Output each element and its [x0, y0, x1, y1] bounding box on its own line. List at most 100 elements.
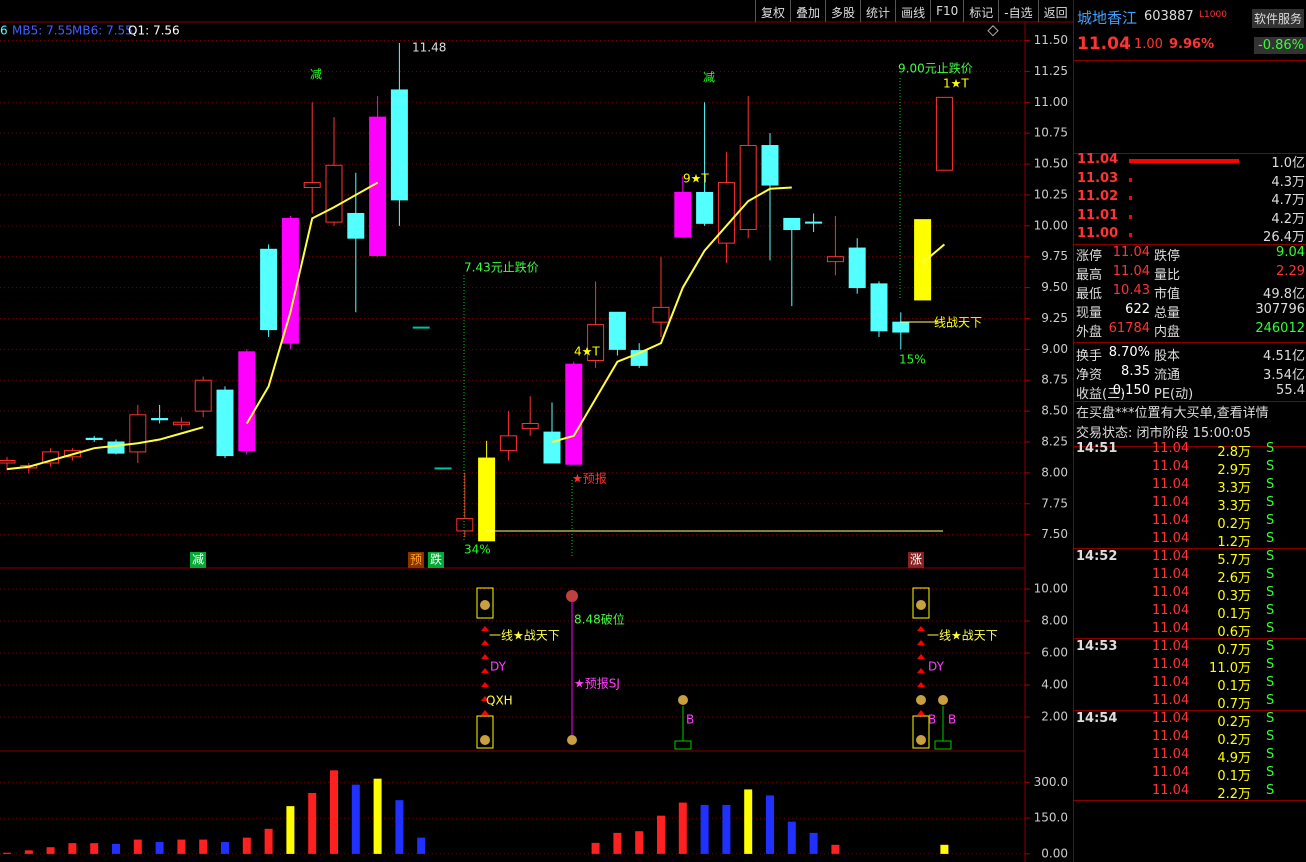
candle-body: [674, 191, 692, 238]
signal-box: [934, 740, 952, 750]
sector[interactable]: 软件服务: [1252, 9, 1305, 28]
stat: 4.51亿: [1263, 349, 1305, 364]
volume-bar: [395, 800, 404, 854]
signal-icon: [678, 695, 688, 705]
stat: 11.04: [1112, 245, 1150, 260]
trade-volume: 2.9万: [1217, 463, 1251, 478]
toolbar-button[interactable]: 多股: [825, 0, 860, 22]
annotation: 跌: [430, 552, 442, 567]
toolbar-button[interactable]: 叠加: [790, 0, 825, 22]
signal-icon: [566, 590, 578, 602]
y-tick-label: 7.75: [1041, 496, 1068, 510]
trade-volume: 0.1万: [1217, 607, 1251, 622]
signal-arrow: [481, 668, 489, 673]
signal-arrow: [917, 682, 925, 687]
stat: 外盘: [1076, 325, 1103, 340]
toolbar-button[interactable]: 返回: [1037, 0, 1073, 22]
trade-side: S: [1266, 765, 1275, 780]
trade-price: 11.04: [1152, 621, 1190, 636]
price: 11.04: [1077, 34, 1131, 54]
stat: 净资: [1076, 368, 1103, 383]
trade-price: 11.04: [1152, 783, 1190, 798]
toolbar-button[interactable]: F10: [930, 0, 963, 22]
y-tick-label: 10.75: [1034, 126, 1068, 140]
stat: 收益(三): [1076, 387, 1126, 402]
label-bg: [908, 552, 924, 568]
toolbar-button[interactable]: 标记: [963, 0, 998, 22]
legend-entry: Q1: 7.56: [128, 24, 180, 38]
y-tick-label: 10.00: [1034, 582, 1068, 596]
y-tick-label: 10.50: [1034, 157, 1068, 171]
trade-volume: 2.2万: [1217, 787, 1251, 802]
notice[interactable]: 在买盘***位置有大买单,查看详情: [1076, 406, 1269, 421]
candle-body: [281, 217, 299, 344]
signal-box: [476, 715, 494, 749]
candle-body: [739, 145, 757, 231]
candle-body: [543, 431, 561, 464]
bid-volume: 1.0亿: [1271, 156, 1305, 171]
volume-bar: [417, 837, 426, 854]
y-tick-label: 8.75: [1041, 373, 1068, 387]
label-bg: [190, 552, 206, 568]
volume-bar: [155, 841, 164, 854]
candle-body: [129, 414, 147, 453]
candle-body: [870, 283, 888, 332]
stat: 换手: [1076, 349, 1103, 364]
annotation: 8.48破位: [574, 612, 625, 627]
trade-price: 11.04: [1152, 603, 1190, 618]
trade-volume: 0.1万: [1217, 769, 1251, 784]
volume-bar: [177, 839, 186, 854]
y-tick-label: 11.50: [1034, 33, 1068, 47]
stat: 3.54亿: [1263, 368, 1305, 383]
trade-volume: 4.9万: [1217, 751, 1251, 766]
toolbar-button[interactable]: 复权: [755, 0, 790, 22]
stat: 10.43: [1112, 283, 1150, 298]
stat: 622: [1125, 302, 1150, 317]
trade-side: S: [1266, 585, 1275, 600]
y-tick-label: 11.00: [1034, 95, 1068, 109]
status: 交易状态: 闭市阶段 15:00:05: [1076, 426, 1252, 441]
trade-side: S: [1266, 513, 1275, 528]
candle-body: [608, 311, 626, 350]
candle-body: [325, 164, 343, 223]
y-tick-label: 7.50: [1041, 527, 1068, 541]
signal-arrow: [481, 654, 489, 659]
bid-price: 11.01: [1077, 207, 1119, 223]
annotation: DY: [928, 660, 945, 674]
y-tick-label: 300.0: [1034, 775, 1068, 789]
signal-arrow: [481, 710, 489, 715]
trade-volume: 0.2万: [1217, 733, 1251, 748]
signal-arrow: [917, 710, 925, 715]
annotation: 34%: [464, 543, 491, 557]
trade-time: 14:52: [1076, 549, 1118, 564]
ma-line: [921, 243, 946, 264]
annotation: ★预报SJ: [574, 676, 620, 691]
volume-bar: [787, 821, 796, 854]
volume-bar: [90, 843, 99, 854]
volume-bar: [308, 793, 317, 854]
bid-bar: [1129, 159, 1239, 163]
candle-body: [85, 437, 103, 441]
bid-volume: 4.7万: [1271, 193, 1305, 208]
annotation: 一线★战天下: [489, 629, 560, 643]
y-tick-label: 4.00: [1041, 678, 1068, 692]
annotation: 4★T: [574, 345, 600, 359]
candle-body: [783, 217, 801, 231]
trade-price: 11.04: [1152, 441, 1190, 456]
legend-entry: MB5: 7.55: [12, 24, 73, 38]
trade-side: S: [1266, 531, 1275, 546]
separator: [1074, 401, 1306, 402]
candle-body: [565, 363, 583, 465]
volume-bar: [700, 804, 709, 854]
candle-body: [761, 145, 779, 186]
candle-body: [412, 326, 430, 329]
volume-bar: [221, 841, 229, 854]
toolbar-button[interactable]: 统计: [860, 0, 895, 22]
toolbar-button[interactable]: 画线: [895, 0, 930, 22]
toolbar-button[interactable]: -自选: [998, 0, 1037, 22]
annotation: 1★T: [943, 77, 969, 91]
trade-side: S: [1266, 693, 1275, 708]
y-tick-label: 2.00: [1041, 710, 1068, 724]
annotation: B: [686, 713, 694, 727]
signal-icon: [480, 735, 490, 745]
